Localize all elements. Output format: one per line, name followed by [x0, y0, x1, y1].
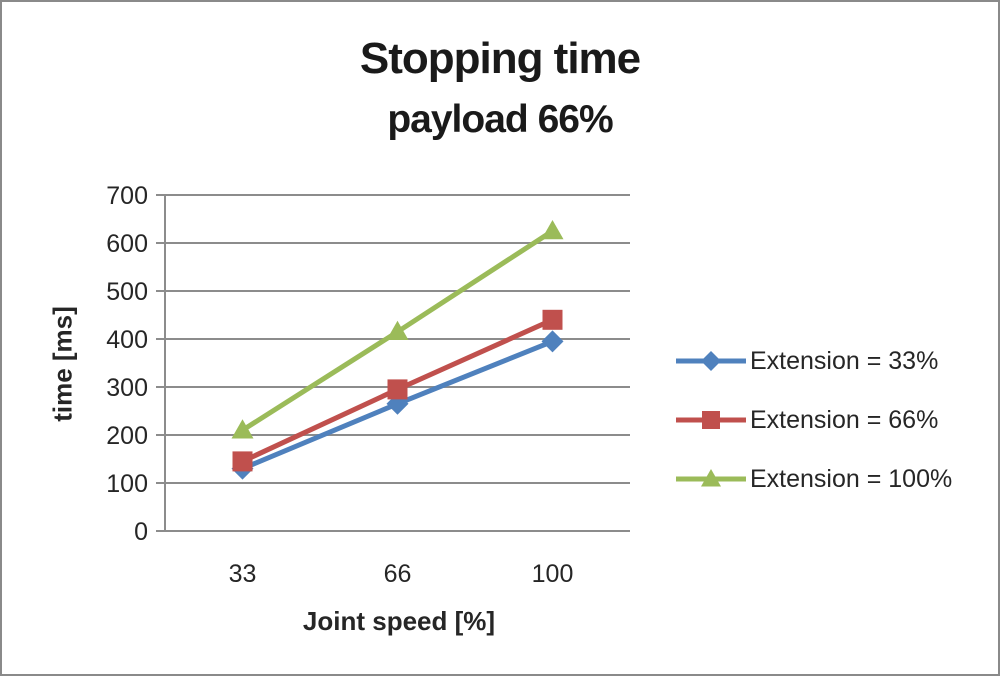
y-tick-label: 500: [106, 278, 148, 306]
triangle-marker-icon: [231, 419, 254, 439]
x-tick-label: 66: [384, 560, 412, 588]
y-tick-label: 100: [106, 470, 148, 498]
legend-label: Extension = 66%: [750, 405, 939, 434]
legend-label: Extension = 33%: [750, 346, 939, 375]
x-tick-label: 33: [229, 560, 257, 588]
diamond-marker-icon: [701, 351, 721, 371]
x-axis-title: Joint speed [%]: [302, 606, 496, 636]
legend-key-diamond-icon: [676, 351, 746, 371]
square-marker-icon: [702, 411, 720, 429]
square-marker-icon: [387, 379, 408, 400]
diamond-marker-icon: [541, 330, 564, 353]
triangle-marker-icon: [386, 320, 409, 341]
x-tick-label: 100: [532, 560, 574, 588]
legend-key-square-icon: [676, 411, 746, 429]
legend-key-triangle-icon: [676, 469, 746, 487]
y-tick-label: 600: [106, 230, 148, 258]
y-tick-label: 400: [106, 326, 148, 354]
chart-title: Stopping time: [359, 34, 641, 83]
legend: Extension = 33% Extension = 66% Extension …: [674, 346, 953, 493]
square-marker-icon: [232, 451, 253, 472]
y-tick-label: 0: [134, 518, 148, 546]
y-tick-label: 300: [106, 374, 148, 402]
legend-item: Extension = 100%: [674, 464, 953, 493]
chart-subtitle: payload 66%: [387, 98, 613, 141]
y-axis-title: time [ms]: [47, 306, 78, 422]
square-marker-icon: [542, 309, 563, 330]
triangle-marker-icon: [701, 469, 721, 487]
legend-label: Extension = 100%: [750, 464, 953, 493]
legend-item: Extension = 33%: [674, 346, 952, 375]
legend-item: Extension = 66%: [674, 405, 952, 434]
y-tick-label: 200: [106, 422, 148, 450]
triangle-marker-icon: [541, 220, 564, 240]
y-tick-label: 700: [106, 182, 148, 210]
